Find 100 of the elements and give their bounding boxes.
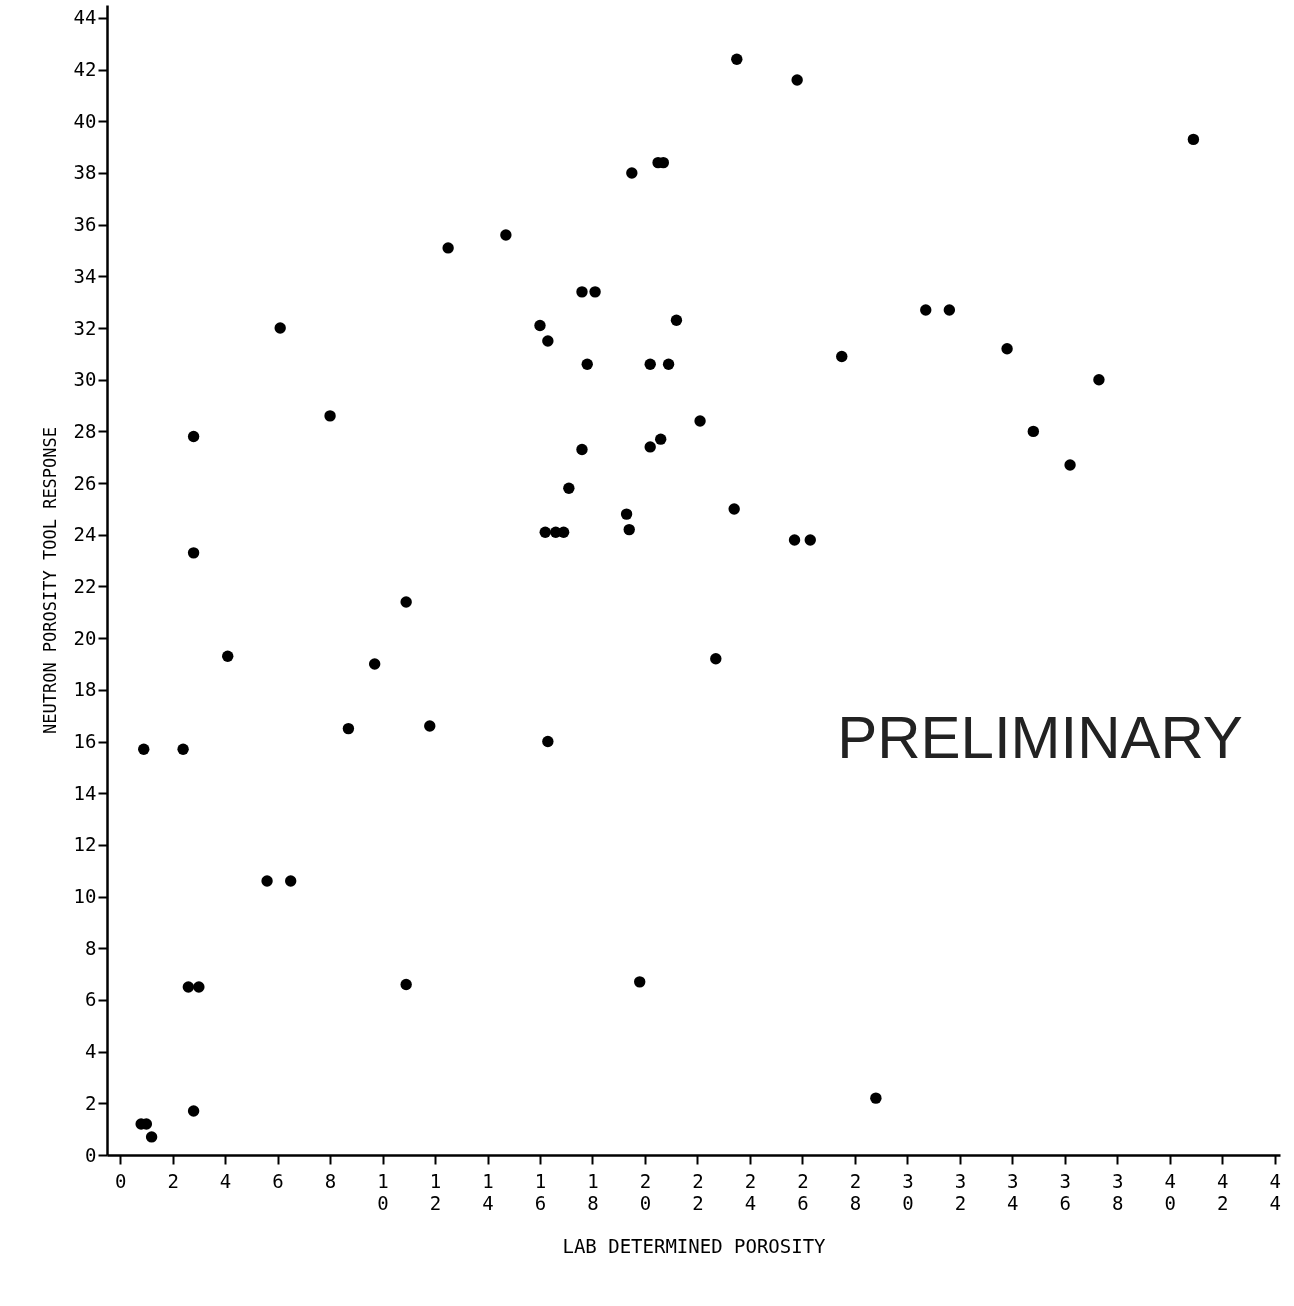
y-tick-label: 36	[73, 213, 97, 236]
point	[400, 596, 412, 608]
y-tick-label: 20	[73, 626, 97, 649]
point	[1064, 459, 1076, 471]
point	[177, 743, 189, 755]
point	[324, 410, 336, 422]
point	[193, 981, 205, 993]
point	[274, 322, 286, 334]
x-tick-label: 1 2	[429, 1169, 442, 1214]
y-tick-label: 10	[73, 885, 97, 908]
point	[424, 720, 436, 732]
y-axis-title: NEUTRON POROSITY TOOL RESPONSE	[39, 426, 60, 735]
y-tick-label: 18	[73, 678, 97, 701]
point	[626, 167, 638, 179]
y-tick-label: 4	[85, 1040, 97, 1063]
x-tick-label: 1 8	[587, 1169, 599, 1214]
point	[662, 358, 675, 370]
point	[284, 875, 297, 887]
point	[589, 286, 601, 298]
x-tick-label: 1 4	[482, 1169, 494, 1214]
point	[804, 534, 816, 546]
point	[1093, 374, 1105, 386]
x-tick-label: 4 0	[1164, 1169, 1177, 1214]
point	[187, 430, 200, 443]
x-tick-label: 2 2	[692, 1169, 704, 1214]
x-tick-label: 2 6	[797, 1169, 809, 1214]
point	[442, 242, 454, 254]
x-tick-label: 2 0	[639, 1169, 652, 1214]
point	[400, 978, 412, 991]
y-tick-label: 0	[85, 1143, 97, 1166]
point	[943, 304, 956, 316]
y-tick-label: 16	[73, 730, 97, 753]
point	[836, 350, 848, 363]
point	[368, 658, 381, 670]
x-tick-label: 2 4	[744, 1169, 757, 1214]
point	[1027, 425, 1040, 438]
x-tick-label: 2	[167, 1169, 179, 1192]
y-tick-label: 24	[73, 523, 97, 546]
point	[670, 314, 683, 326]
y-tick-label: 8	[85, 936, 97, 959]
y-tick-label: 42	[73, 58, 97, 81]
point	[634, 976, 646, 988]
point	[694, 415, 706, 427]
point	[788, 534, 801, 546]
point	[145, 1131, 158, 1143]
point	[500, 229, 512, 241]
point	[644, 441, 656, 453]
y-tick-label: 38	[73, 161, 97, 184]
point	[731, 53, 743, 65]
point	[576, 443, 588, 456]
y-tick-label: 30	[73, 368, 97, 391]
annotation: PRELIMINARY	[837, 704, 1243, 771]
y-tick-label: 28	[73, 419, 97, 442]
x-tick-label: 2 8	[849, 1169, 862, 1214]
point	[182, 981, 195, 993]
point	[870, 1092, 882, 1104]
y-tick-label: 26	[73, 471, 97, 494]
x-tick-label: 6	[272, 1169, 284, 1192]
point	[644, 358, 656, 370]
point	[542, 335, 554, 347]
y-tick-label: 22	[73, 574, 97, 597]
point	[710, 653, 722, 665]
y-tick-label: 32	[73, 316, 97, 339]
y-tick-label: 6	[85, 988, 97, 1011]
y-tick-label: 40	[73, 109, 97, 132]
point	[581, 358, 593, 370]
point	[138, 743, 150, 755]
y-tick-label: 12	[73, 833, 97, 856]
point	[342, 722, 355, 735]
point	[534, 319, 546, 332]
y-tick-label: 14	[73, 781, 97, 804]
x-tick-label: 4	[219, 1169, 232, 1192]
x-tick-label: 3 0	[902, 1169, 914, 1214]
point	[563, 482, 575, 494]
x-tick-label: 4 2	[1217, 1169, 1229, 1214]
x-tick-label: 8	[324, 1169, 337, 1192]
x-tick-label: 0	[114, 1169, 127, 1192]
point	[620, 508, 633, 520]
y-tick-label: 2	[85, 1091, 97, 1114]
point	[187, 1105, 200, 1117]
point	[655, 433, 667, 445]
point	[920, 304, 932, 316]
point	[1187, 133, 1200, 146]
point	[576, 286, 588, 298]
point	[539, 526, 551, 538]
x-tick-label: 3 6	[1059, 1169, 1072, 1214]
point	[261, 875, 273, 887]
x-axis-title: LAB DETERMINED POROSITY	[562, 1234, 827, 1257]
y-tick-label: 34	[73, 264, 97, 287]
x-tick-label: 3 4	[1007, 1169, 1019, 1214]
point	[623, 523, 635, 536]
point	[187, 547, 200, 559]
x-tick-label: 1 6	[534, 1169, 547, 1214]
point	[222, 650, 234, 662]
x-tick-label: 1 0	[377, 1169, 389, 1214]
point	[791, 74, 803, 86]
x-tick-label: 3 2	[954, 1169, 967, 1214]
x-tick-label: 4 4	[1269, 1169, 1281, 1214]
point	[1001, 343, 1013, 355]
point	[728, 503, 740, 515]
